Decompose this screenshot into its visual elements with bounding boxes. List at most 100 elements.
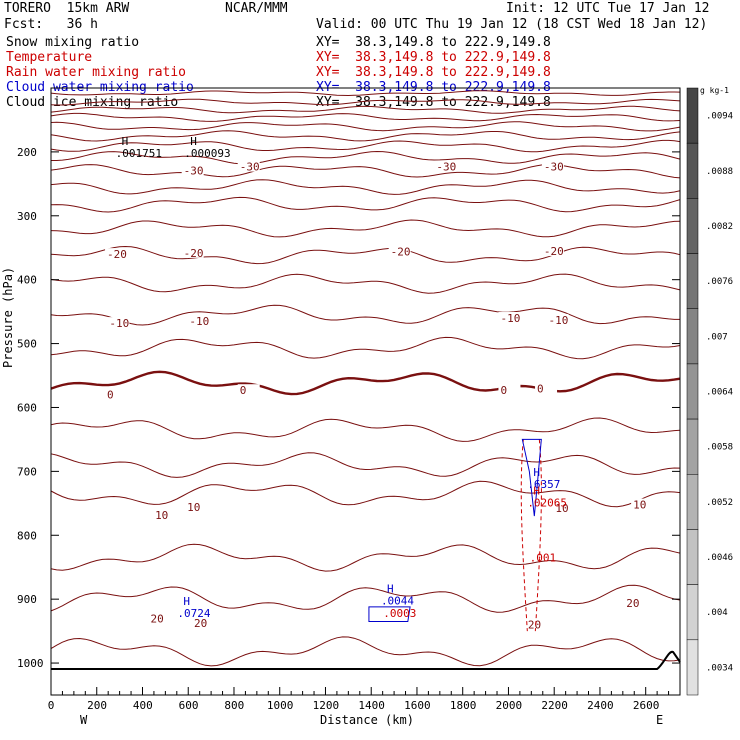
cloud-water-contour <box>521 438 542 517</box>
colorbar-segment <box>686 308 699 365</box>
y-tick-label: 900 <box>17 593 37 606</box>
legend-label-temperature: Temperature <box>6 50 93 65</box>
temperature-label: 0 <box>537 382 544 395</box>
max-value: .001751 <box>116 147 162 160</box>
temp-label-bg <box>153 508 176 520</box>
theta-contour-line <box>50 219 681 238</box>
y-tick-label: 200 <box>17 146 37 159</box>
temp-label-bg <box>498 384 521 396</box>
theta-contour-line <box>50 452 681 478</box>
x-tick-label: 1200 <box>313 699 340 712</box>
temp-label-bg <box>541 160 564 172</box>
theta-contour-line <box>50 273 681 294</box>
terrain-line <box>51 650 681 670</box>
colorbar-tick-label: .007 <box>706 332 728 342</box>
theta-contour-line <box>50 139 681 153</box>
theta-contour-line <box>50 121 681 132</box>
theta-contour-line <box>50 196 681 213</box>
x-tick-label: 0 <box>48 699 55 712</box>
init-time: Init: 12 UTC Tue 17 Jan 12 <box>506 1 710 16</box>
maxima-labels: H.001751H.000093H.6357H.02065.001H.0724H… <box>116 135 567 620</box>
temp-label-bg <box>237 160 260 172</box>
colorbar-segment <box>686 87 699 144</box>
temperature-label: 20 <box>151 612 164 625</box>
rain-contour <box>520 439 528 632</box>
temp-label-bg <box>631 498 654 510</box>
theta-contour-line <box>50 112 681 122</box>
temperature-label: -20 <box>544 245 564 258</box>
temp-label-bg <box>624 596 647 608</box>
y-tick-label: 800 <box>17 529 37 542</box>
theta-contour-line <box>50 304 680 326</box>
legend-label-snow: Snow mixing ratio <box>6 35 140 50</box>
y-tick-label: 500 <box>17 338 37 351</box>
x-tick-label: 1000 <box>267 699 294 712</box>
temperature-label: -10 <box>189 315 209 328</box>
temperature-label: 10 <box>555 502 568 515</box>
colorbar-segment <box>686 529 699 585</box>
axes: Pressure (hPa) Distance (km) W E 2003004… <box>1 87 681 727</box>
colorbar-tick-label: .0034 <box>706 663 733 673</box>
max-value: .02065 <box>527 497 567 510</box>
y-tick-label: 700 <box>17 465 37 478</box>
temperature-label: -20 <box>184 247 204 260</box>
temperature-label: 0 <box>240 384 247 397</box>
colorbar: g kg-1 .0094 .0088 .0082 .0076 .007 .0064 .005… <box>686 86 733 696</box>
temperature-label: -10 <box>109 317 129 330</box>
temperature-label: 20 <box>626 597 639 610</box>
temp-label-bg <box>525 618 548 630</box>
temp-label-bg <box>388 245 411 257</box>
colorbar-tick-label: .004 <box>706 608 728 618</box>
colorbar-segment <box>686 584 699 641</box>
colorbar-unit: g kg-1 <box>700 86 729 95</box>
legend-label-cloud-ice: Cloud ice mixing ratio <box>6 95 179 110</box>
temperature-label: 10 <box>187 501 200 514</box>
temperature-label: 10 <box>633 499 646 512</box>
cloud-water-contour <box>368 606 411 623</box>
max-value: .001 <box>530 552 557 565</box>
model-title: TORERO 15km ARW <box>4 1 130 16</box>
temp-label-bg <box>191 616 214 628</box>
colorbar-tick-label: .0046 <box>706 553 733 563</box>
temperature-label: 0 <box>107 389 114 402</box>
temp-label-bg <box>498 312 521 324</box>
theta-contour-line <box>50 584 681 613</box>
x-tick-label: 1400 <box>358 699 385 712</box>
x-tick-label: 1600 <box>404 699 431 712</box>
max-marker: H <box>533 466 540 479</box>
temperature-label: -30 <box>184 164 204 177</box>
colorbar-tick-label: .0082 <box>706 222 733 232</box>
theta-contour-line <box>50 417 681 442</box>
colorbar-tick-label: .0094 <box>706 112 733 122</box>
temperature-labels: -30 -30 -30 -30 -20 -20 -20 -20 -10 -10 -10 -10 0 0 0 0… <box>105 160 654 632</box>
theta-contour-line <box>50 336 681 360</box>
y-tick-label: 1000 <box>17 657 44 670</box>
temperature-label: 20 <box>194 617 207 630</box>
y-tick-label: 400 <box>17 274 37 287</box>
colorbar-segment <box>686 198 699 254</box>
temp-label-bg <box>105 388 128 400</box>
theta-contour-line <box>51 150 681 165</box>
x-end-label-east: E <box>656 713 663 727</box>
x-tick-label: 200 <box>87 699 107 712</box>
theta-contour-line <box>50 245 681 265</box>
temp-label-bg <box>187 315 210 327</box>
temp-label-bg <box>185 501 208 513</box>
theta-contour-line <box>50 163 681 179</box>
temp-label-bg <box>546 313 569 325</box>
x-tick-label: 2200 <box>541 699 568 712</box>
theta-contour-line <box>50 105 681 114</box>
max-value: .0003 <box>383 607 416 620</box>
temperature-label: -30 <box>240 161 260 174</box>
x-tick-label: 600 <box>179 699 199 712</box>
theta-contour-line <box>50 480 681 508</box>
colorbar-segment <box>686 253 699 309</box>
y-tick-label: 600 <box>17 401 37 414</box>
theta-contour-line <box>50 98 681 106</box>
max-value: .000093 <box>184 147 230 160</box>
temperature-label: -20 <box>107 248 127 261</box>
temperature-label: -10 <box>500 312 520 325</box>
max-value: .6357 <box>527 478 560 491</box>
legend-label-cloud-water: Cloud water mixing ratio <box>6 80 194 95</box>
